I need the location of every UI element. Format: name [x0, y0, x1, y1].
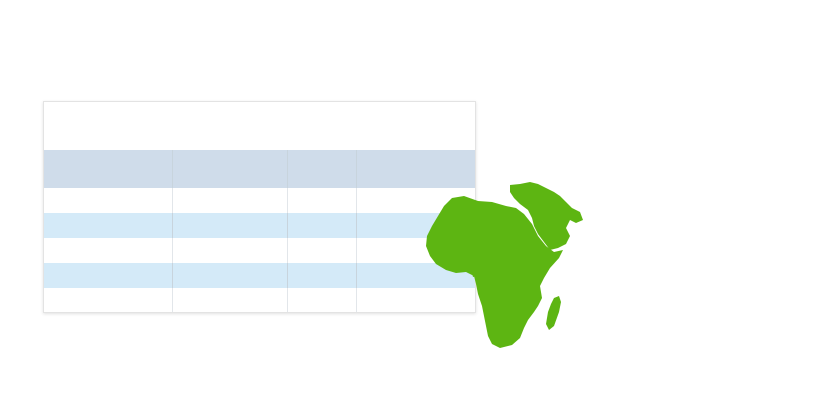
table-cell [288, 288, 357, 312]
table-cell [288, 238, 357, 263]
data-table [44, 150, 475, 312]
table-cell [173, 188, 288, 213]
table-cell [288, 263, 357, 288]
table-row[interactable] [44, 213, 475, 238]
table-cell [44, 188, 173, 213]
africa-map-icon [426, 182, 583, 348]
column-header[interactable] [173, 150, 288, 188]
table-row[interactable] [44, 188, 475, 213]
table-cell [173, 263, 288, 288]
africa-middle-east-map [426, 182, 583, 348]
table-cell [173, 238, 288, 263]
island-landmass [472, 272, 477, 277]
table-cell [288, 213, 357, 238]
table-cell [44, 288, 173, 312]
table-caption [44, 102, 475, 150]
data-table-card [43, 101, 476, 313]
table-row[interactable] [44, 263, 475, 288]
table-cell [173, 213, 288, 238]
madagascar-landmass [546, 296, 561, 330]
table-row[interactable] [44, 238, 475, 263]
africa-landmass [426, 196, 563, 348]
table-header-row [44, 150, 475, 188]
column-header[interactable] [44, 150, 173, 188]
table-cell [288, 188, 357, 213]
middle-east-landmass [510, 182, 583, 250]
table-row[interactable] [44, 288, 475, 312]
table-cell [44, 238, 173, 263]
table-cell [173, 288, 288, 312]
table-cell [44, 213, 173, 238]
table-cell [44, 263, 173, 288]
column-header[interactable] [288, 150, 357, 188]
